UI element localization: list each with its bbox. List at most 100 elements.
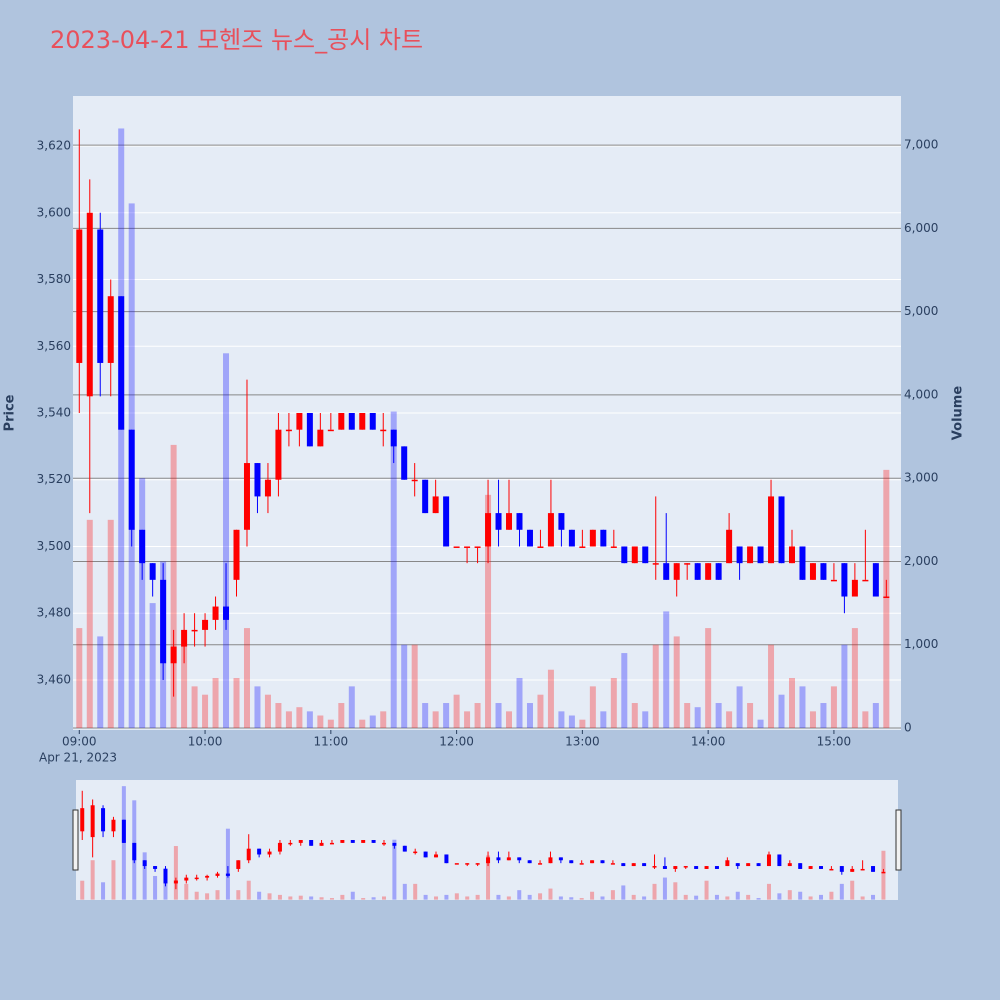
slider-volume-bar <box>631 894 636 900</box>
slider-candle-body <box>673 866 678 869</box>
candle-body <box>715 563 722 580</box>
candle-body <box>705 563 712 580</box>
slider-candle-body <box>600 860 605 864</box>
slider-candle-body <box>850 868 855 872</box>
slider-volume-bar <box>704 880 709 900</box>
slider-candle-body <box>631 863 636 867</box>
candle-body <box>579 546 586 548</box>
volume-bar <box>621 653 628 729</box>
slider-candle-body <box>194 877 199 880</box>
volume-bar <box>809 711 816 729</box>
candle-body <box>254 463 261 497</box>
x-date-label: Apr 21, 2023 <box>39 751 117 765</box>
slider-candle-body <box>517 857 522 861</box>
volume-bar <box>537 694 544 729</box>
candle-body <box>799 546 806 580</box>
candle-body <box>506 513 513 530</box>
candle-body <box>275 429 282 480</box>
candle-body <box>170 646 177 664</box>
volume-bar <box>202 694 209 729</box>
y2-tick-label: 1,000 <box>904 637 938 651</box>
candle-body <box>862 579 869 582</box>
candle-body <box>443 496 450 547</box>
candle-body <box>401 446 408 480</box>
candle-body <box>778 496 785 564</box>
slider-volume-bar <box>173 846 178 900</box>
volume-bar <box>757 719 764 729</box>
candle-body <box>495 513 502 530</box>
volume-bar <box>170 444 177 729</box>
slider-volume-bar <box>558 896 563 900</box>
candle-body <box>684 563 691 565</box>
volume-bar <box>768 644 775 729</box>
slider-volume-bar <box>819 894 824 900</box>
candle-body <box>809 563 816 580</box>
volume-bar <box>275 703 282 729</box>
y-tick-label: 3,500 <box>37 539 71 553</box>
y-tick-label: 3,520 <box>37 472 71 486</box>
volume-bar <box>306 711 313 729</box>
slider-volume-bar <box>298 895 303 900</box>
volume-bar <box>338 703 345 729</box>
slider-volume-bar <box>746 894 751 900</box>
slider-candle-body <box>371 840 376 843</box>
candle-body <box>631 546 638 564</box>
candle-body <box>726 529 733 564</box>
candle-body <box>327 429 334 432</box>
slider-candle-body <box>215 873 220 876</box>
slider-volume-bar <box>454 893 459 900</box>
candle-body <box>485 513 492 547</box>
slider-candle-body <box>236 860 241 869</box>
candle-body <box>296 413 303 430</box>
candle-body <box>747 546 754 564</box>
range-handle <box>895 809 902 871</box>
volume-bar <box>432 711 439 729</box>
volume-bar <box>296 707 303 729</box>
volume-bar <box>443 703 450 729</box>
volume-bar <box>516 678 523 729</box>
volume-bar <box>380 711 387 729</box>
slider-volume-bar <box>777 893 782 900</box>
candle-body <box>348 413 355 430</box>
slider-volume-bar <box>319 897 324 900</box>
volume-bar <box>401 644 408 729</box>
candle-body <box>768 496 775 564</box>
volume-bar <box>883 469 890 729</box>
slider-volume-bar <box>486 855 491 900</box>
candle-body <box>883 596 890 599</box>
volume-bar <box>736 686 743 729</box>
volume-bar <box>348 686 355 729</box>
slider-volume-bar <box>621 885 626 900</box>
slider-candle-body <box>444 854 449 864</box>
candle-body <box>537 546 544 548</box>
slider-candle-body <box>381 842 386 845</box>
slider-volume-bar <box>475 894 480 900</box>
slider-candle-body <box>267 851 272 855</box>
candle-body <box>338 413 345 430</box>
candle-body <box>432 496 439 514</box>
candle-body <box>107 296 114 363</box>
slider-candle-body <box>319 842 324 846</box>
volume-bar <box>526 703 533 729</box>
volume-bar <box>76 628 83 729</box>
slider-volume-bar <box>153 875 158 900</box>
slider-candle-body <box>621 863 626 867</box>
slider-volume-bar <box>871 894 876 900</box>
candle-body <box>464 546 471 548</box>
volume-bar <box>726 711 733 729</box>
slider-volume-bar <box>798 891 803 900</box>
slider-candle-body <box>548 857 553 864</box>
volume-bar <box>579 719 586 729</box>
x-tick-label: 13:00 <box>565 735 600 749</box>
volume-bar <box>547 669 554 729</box>
volume-bar <box>673 636 680 729</box>
slider-candle-body <box>121 819 126 843</box>
slider-volume-bar <box>246 880 251 900</box>
volume-bar <box>788 678 795 729</box>
volume-bar <box>254 686 261 729</box>
slider-volume-bar <box>714 894 719 900</box>
slider-volume-bar <box>766 883 771 900</box>
candle-body <box>558 513 565 530</box>
volume-bar <box>495 703 502 729</box>
